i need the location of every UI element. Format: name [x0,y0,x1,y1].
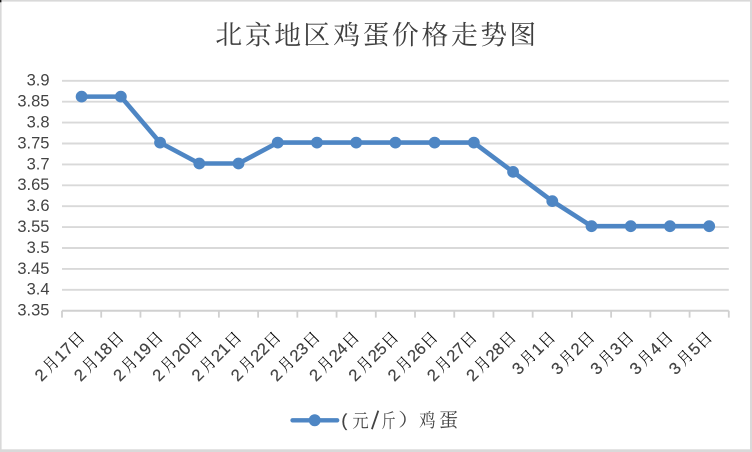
svg-text:3.35: 3.35 [17,302,49,320]
svg-text:3.65: 3.65 [17,176,49,194]
svg-text:(: ( [341,411,347,431]
svg-text:3.55: 3.55 [17,218,49,236]
svg-text:3.7: 3.7 [27,155,50,173]
svg-text:3.5: 3.5 [27,239,50,257]
svg-text:3.9: 3.9 [27,72,50,90]
svg-text:3.4: 3.4 [27,281,50,299]
svg-text:3.8: 3.8 [27,114,50,132]
svg-text:3.6: 3.6 [27,197,50,215]
svg-text:3.75: 3.75 [17,134,49,152]
svg-text:3.45: 3.45 [17,260,49,278]
svg-text:3.85: 3.85 [17,93,49,111]
